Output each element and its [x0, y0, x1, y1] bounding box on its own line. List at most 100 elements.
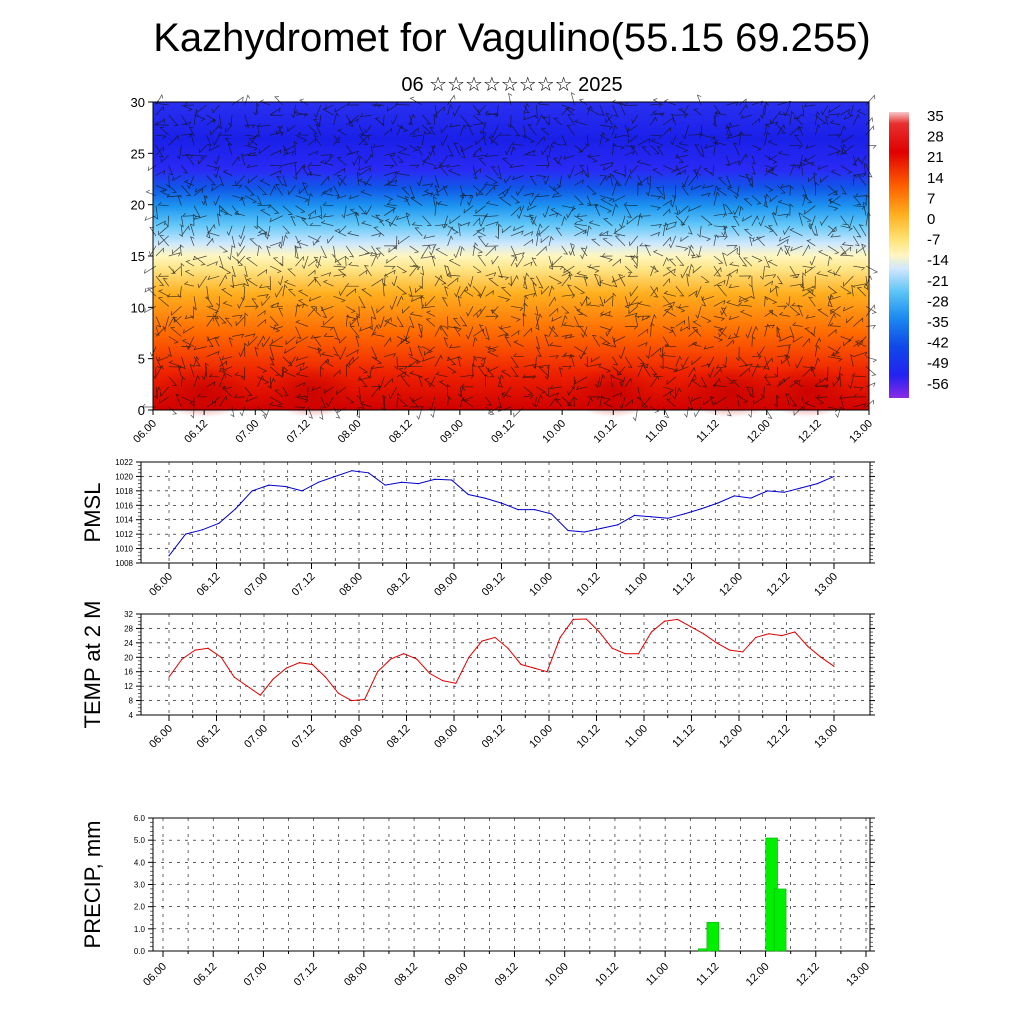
data-point	[833, 475, 835, 478]
y-tick-label: 15	[131, 249, 145, 264]
x-tick-label: 11.12	[670, 723, 697, 750]
x-tick-label: 12.00	[717, 723, 745, 751]
y-tick-label: 1018	[115, 487, 133, 496]
x-tick-label: 07.12	[285, 418, 313, 446]
y-tick-label: 24	[124, 639, 133, 648]
precip-bar	[706, 921, 720, 952]
data-point	[272, 678, 274, 680]
x-tick-label: 09.12	[489, 418, 517, 446]
data-point	[567, 529, 569, 532]
x-tick-label: 13.00	[847, 418, 875, 446]
x-tick-label: 12.12	[796, 418, 824, 446]
data-point	[377, 671, 379, 673]
colorbar-label: -14	[927, 252, 949, 269]
colorbar-label: 21	[927, 149, 944, 166]
y-tick-label: 3.0	[134, 881, 146, 890]
data-point	[689, 626, 692, 628]
data-point	[318, 481, 320, 483]
data-point	[337, 692, 340, 694]
heat-core	[678, 365, 784, 418]
data-point	[259, 694, 261, 696]
data-point	[351, 470, 353, 472]
data-point	[624, 653, 626, 655]
x-tick-label: 12.12	[794, 961, 822, 989]
data-point	[755, 636, 757, 639]
x-tick-label: 08.00	[337, 723, 365, 751]
x-tick-label: 08.00	[336, 418, 364, 446]
colorbar-label: 0	[927, 211, 935, 228]
data-point	[301, 490, 303, 492]
colorbar-label: 35	[927, 108, 944, 125]
data-point	[546, 671, 548, 673]
x-tick-label: 10.00	[527, 571, 555, 599]
x-tick-label: 10.00	[543, 961, 571, 989]
data-point	[676, 618, 679, 621]
x-tick-label: 10.12	[591, 418, 619, 446]
data-point	[455, 682, 457, 684]
y-tick-label: 28	[124, 624, 133, 633]
x-tick-label: 08.12	[385, 571, 413, 599]
x-tick-label: 09.12	[480, 571, 508, 599]
colorbar-ramp	[889, 112, 909, 398]
x-tick-label: 11.00	[623, 723, 650, 750]
x-tick-label: 06.12	[195, 571, 223, 599]
data-point	[285, 667, 287, 669]
data-point	[494, 636, 496, 639]
pmsl-chart: 1008 1010 1012 1014 1016 1018 1020 1022 06.00 06.…	[80, 458, 875, 599]
y-tick-label: 25	[131, 146, 145, 161]
x-tick-label: 11.12	[694, 418, 721, 445]
y-tick-label: 1014	[115, 516, 133, 525]
y-tick-label: 1008	[115, 559, 133, 568]
data-point	[783, 491, 785, 493]
x-tick-label: 11.00	[644, 961, 671, 988]
data-point	[533, 667, 535, 669]
y-axis-label: TEMP at 2 M	[80, 601, 105, 729]
y-tick-label: 2.0	[134, 903, 146, 912]
heat-core	[764, 365, 851, 418]
x-tick-label: 11.12	[694, 961, 721, 988]
x-tick-label: 09.12	[480, 723, 508, 751]
colorbar-label: -35	[927, 314, 949, 331]
colorbar-label: -28	[927, 293, 949, 310]
data-point	[507, 647, 509, 649]
data-point	[363, 698, 366, 701]
data-point	[703, 633, 705, 635]
x-tick-label: 13.00	[812, 571, 840, 599]
colorbar-label: 14	[927, 170, 944, 187]
data-point	[733, 495, 735, 497]
data-point	[637, 653, 640, 655]
data-point	[742, 651, 744, 653]
data-point	[585, 618, 587, 620]
x-tick-label: 07.12	[292, 961, 320, 989]
x-tick-label: 09.00	[432, 723, 460, 751]
x-tick-label: 06.12	[191, 961, 219, 989]
data-point	[833, 665, 835, 667]
data-point	[611, 647, 613, 649]
y-tick-label: 32	[124, 610, 133, 619]
x-tick-label: 10.12	[593, 961, 621, 989]
x-tick-label: 10.12	[575, 723, 603, 751]
data-point	[390, 658, 392, 660]
data-point	[403, 653, 405, 655]
data-point	[181, 658, 183, 660]
data-point	[434, 478, 436, 480]
y-tick-label: 20	[131, 198, 145, 213]
y-tick-label: 12	[124, 682, 133, 691]
data-point	[468, 656, 470, 658]
data-point	[800, 487, 802, 489]
y-tick-label: 1010	[115, 545, 133, 554]
x-tick-label: 06.00	[147, 571, 175, 599]
x-tick-label: 07.12	[290, 723, 318, 751]
data-point	[534, 509, 536, 511]
wind-barbs	[141, 92, 879, 422]
colorbar-label: -42	[927, 335, 949, 352]
colorbar-legend: 35 28 21 14 7 0 -7 -14 -21 -28 -35 -42 -49 -56	[889, 108, 949, 398]
x-tick-label: 08.12	[387, 418, 415, 446]
y-tick-label: 1022	[115, 458, 133, 467]
data-point	[185, 533, 187, 535]
chart-subtitle: 06 ☆☆☆☆☆☆☆☆ 2025	[401, 74, 623, 96]
data-point	[384, 484, 386, 486]
data-point	[500, 502, 503, 504]
data-point	[717, 502, 719, 504]
data-point	[650, 516, 652, 518]
